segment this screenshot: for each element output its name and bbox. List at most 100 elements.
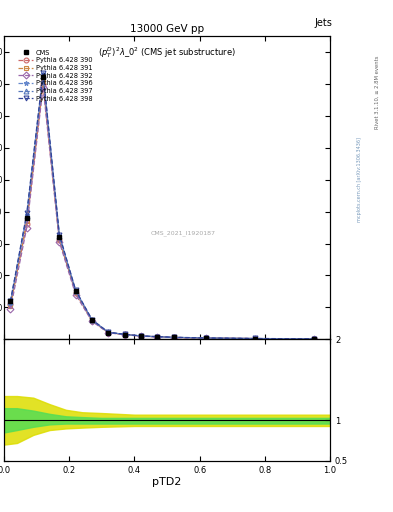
Pythia 6.428 398 (311, 336, 316, 342)
Pythia 6.428 392 (57, 239, 62, 245)
Pythia 6.428 391 (8, 303, 13, 309)
Pythia 6.428 392 (253, 335, 257, 342)
Pythia 6.428 392 (171, 334, 176, 340)
Pythia 6.428 390 (90, 318, 94, 324)
Pythia 6.428 397 (73, 288, 78, 294)
Pythia 6.428 391 (90, 317, 94, 324)
Pythia 6.428 396 (204, 335, 209, 341)
CMS (41, 74, 46, 80)
Pythia 6.428 396 (155, 334, 160, 340)
Pythia 6.428 392 (90, 318, 94, 325)
Pythia 6.428 397 (171, 334, 176, 340)
Text: CMS_2021_I1920187: CMS_2021_I1920187 (151, 230, 216, 236)
Pythia 6.428 398 (171, 334, 176, 340)
Line: Pythia 6.428 391: Pythia 6.428 391 (8, 78, 316, 342)
Pythia 6.428 392 (73, 291, 78, 297)
Pythia 6.428 390 (311, 336, 316, 342)
Pythia 6.428 390 (155, 334, 160, 340)
X-axis label: pTD2: pTD2 (152, 477, 182, 487)
Pythia 6.428 397 (155, 334, 160, 340)
Pythia 6.428 390 (204, 335, 209, 341)
Pythia 6.428 390 (139, 333, 143, 339)
Pythia 6.428 397 (204, 335, 209, 341)
Pythia 6.428 398 (57, 231, 62, 238)
Pythia 6.428 390 (8, 301, 13, 307)
Text: Jets: Jets (314, 18, 332, 28)
Pythia 6.428 397 (106, 329, 111, 335)
Pythia 6.428 391 (311, 336, 316, 342)
Pythia 6.428 392 (139, 333, 143, 339)
Pythia 6.428 397 (8, 298, 13, 305)
Pythia 6.428 398 (106, 329, 111, 335)
Pythia 6.428 392 (311, 336, 316, 342)
Line: Pythia 6.428 398: Pythia 6.428 398 (8, 70, 316, 342)
Pythia 6.428 390 (24, 221, 29, 227)
Pythia 6.428 396 (122, 331, 127, 337)
CMS (57, 234, 62, 240)
Pythia 6.428 397 (57, 233, 62, 240)
Text: $(p_T^D)^2\lambda\_0^2$ (CMS jet substructure): $(p_T^D)^2\lambda\_0^2$ (CMS jet substru… (98, 45, 236, 60)
Pythia 6.428 390 (122, 331, 127, 337)
CMS (8, 298, 13, 304)
Pythia 6.428 391 (73, 289, 78, 295)
Pythia 6.428 398 (253, 335, 257, 342)
Pythia 6.428 396 (253, 335, 257, 342)
Pythia 6.428 392 (24, 224, 29, 230)
CMS (122, 331, 127, 337)
Pythia 6.428 397 (122, 331, 127, 337)
Pythia 6.428 396 (106, 329, 111, 335)
Pythia 6.428 392 (106, 330, 111, 336)
Pythia 6.428 396 (311, 336, 316, 342)
Pythia 6.428 391 (122, 331, 127, 337)
Text: Rivet 3.1.10, ≥ 2.8M events: Rivet 3.1.10, ≥ 2.8M events (375, 55, 380, 129)
Pythia 6.428 397 (311, 336, 316, 342)
Pythia 6.428 390 (57, 237, 62, 243)
Line: Pythia 6.428 396: Pythia 6.428 396 (8, 72, 316, 342)
Pythia 6.428 391 (204, 335, 209, 341)
Pythia 6.428 397 (90, 317, 94, 323)
Line: Pythia 6.428 397: Pythia 6.428 397 (8, 73, 316, 342)
Text: mcplots.cern.ch [arXiv:1306.3436]: mcplots.cern.ch [arXiv:1306.3436] (357, 137, 362, 222)
Title: 13000 GeV pp: 13000 GeV pp (130, 24, 204, 34)
Line: Pythia 6.428 390: Pythia 6.428 390 (8, 81, 316, 342)
Pythia 6.428 398 (73, 287, 78, 293)
Legend: CMS, Pythia 6.428 390, Pythia 6.428 391, Pythia 6.428 392, Pythia 6.428 396, Pyt: CMS, Pythia 6.428 390, Pythia 6.428 391,… (17, 48, 94, 103)
Pythia 6.428 391 (41, 77, 46, 83)
Pythia 6.428 398 (139, 333, 143, 339)
Pythia 6.428 392 (204, 335, 209, 341)
Line: Pythia 6.428 392: Pythia 6.428 392 (8, 84, 316, 342)
Pythia 6.428 391 (57, 236, 62, 242)
CMS (155, 334, 160, 340)
Pythia 6.428 392 (41, 84, 46, 90)
Pythia 6.428 396 (8, 300, 13, 306)
Pythia 6.428 392 (8, 306, 13, 312)
Pythia 6.428 391 (155, 334, 160, 340)
Pythia 6.428 390 (41, 81, 46, 87)
Pythia 6.428 398 (155, 333, 160, 339)
Pythia 6.428 391 (106, 329, 111, 335)
Pythia 6.428 391 (139, 333, 143, 339)
Pythia 6.428 398 (24, 210, 29, 216)
Pythia 6.428 398 (122, 331, 127, 337)
CMS (106, 330, 111, 336)
CMS (311, 336, 316, 342)
Pythia 6.428 398 (90, 316, 94, 323)
Pythia 6.428 396 (73, 288, 78, 294)
Pythia 6.428 396 (57, 232, 62, 239)
Pythia 6.428 391 (171, 334, 176, 340)
Pythia 6.428 396 (24, 211, 29, 218)
Pythia 6.428 391 (253, 335, 257, 342)
Pythia 6.428 397 (253, 335, 257, 342)
Pythia 6.428 398 (41, 70, 46, 76)
CMS (139, 333, 143, 339)
Pythia 6.428 396 (139, 333, 143, 339)
Pythia 6.428 398 (204, 335, 209, 341)
CMS (24, 215, 29, 221)
Pythia 6.428 392 (122, 332, 127, 338)
Pythia 6.428 398 (8, 298, 13, 304)
Pythia 6.428 396 (90, 317, 94, 323)
Line: CMS: CMS (8, 75, 316, 342)
CMS (204, 335, 209, 341)
Pythia 6.428 390 (106, 330, 111, 336)
Pythia 6.428 390 (253, 335, 257, 342)
